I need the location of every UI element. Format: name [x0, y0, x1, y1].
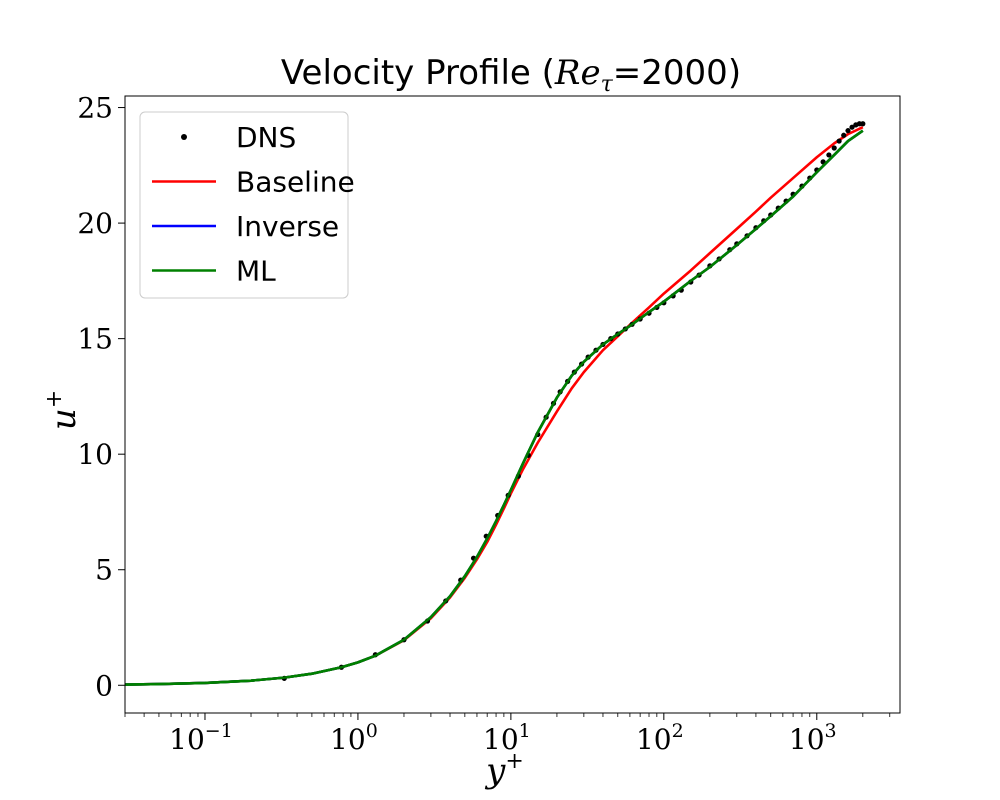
legend-item-ml: ML: [152, 255, 276, 288]
y-axis-label: u+: [42, 390, 84, 430]
legend-item-baseline: Baseline: [152, 166, 355, 199]
y-tick-label: 10: [77, 438, 113, 471]
plot-frame: [124, 95, 901, 714]
data-point: [841, 132, 847, 138]
data-point: [860, 121, 866, 127]
legend-label: DNS: [236, 121, 296, 154]
data-point: [845, 128, 851, 134]
data-point: [831, 145, 837, 151]
x-tick-label: 10−1: [169, 720, 233, 756]
legend-item-dns: DNS: [181, 121, 296, 154]
x-axis-label: y+: [484, 749, 524, 791]
x-tick-label: 102: [636, 720, 684, 756]
series-line-ml-overlay: [125, 129, 864, 686]
x-tick-label: 101: [483, 720, 531, 756]
series-layer: [125, 121, 866, 686]
y-tick-label: 25: [77, 92, 113, 125]
y-tick-label: 0: [95, 669, 113, 702]
y-tick-label: 15: [77, 323, 113, 356]
legend-label: ML: [236, 255, 276, 288]
chart-title: Velocity Profile (Reτ=2000): [281, 53, 741, 97]
y-axis: 0 5 10 15 20 25: [77, 92, 125, 702]
data-point: [849, 124, 855, 130]
legend: DNS Baseline Inverse ML: [139, 111, 355, 299]
y-tick-label: 5: [95, 554, 113, 587]
legend-item-inverse: Inverse: [152, 210, 339, 243]
legend-marker: [181, 134, 187, 140]
data-point: [826, 152, 832, 158]
legend-label: Inverse: [236, 210, 339, 243]
legend-box: [139, 111, 349, 299]
x-axis: 10−1 100 101 102 103: [124, 713, 891, 756]
legend-label: Baseline: [236, 166, 355, 199]
data-point: [836, 138, 842, 144]
x-tick-label: 100: [330, 720, 378, 756]
x-tick-label: 103: [789, 720, 837, 756]
y-tick-label: 20: [77, 207, 113, 240]
